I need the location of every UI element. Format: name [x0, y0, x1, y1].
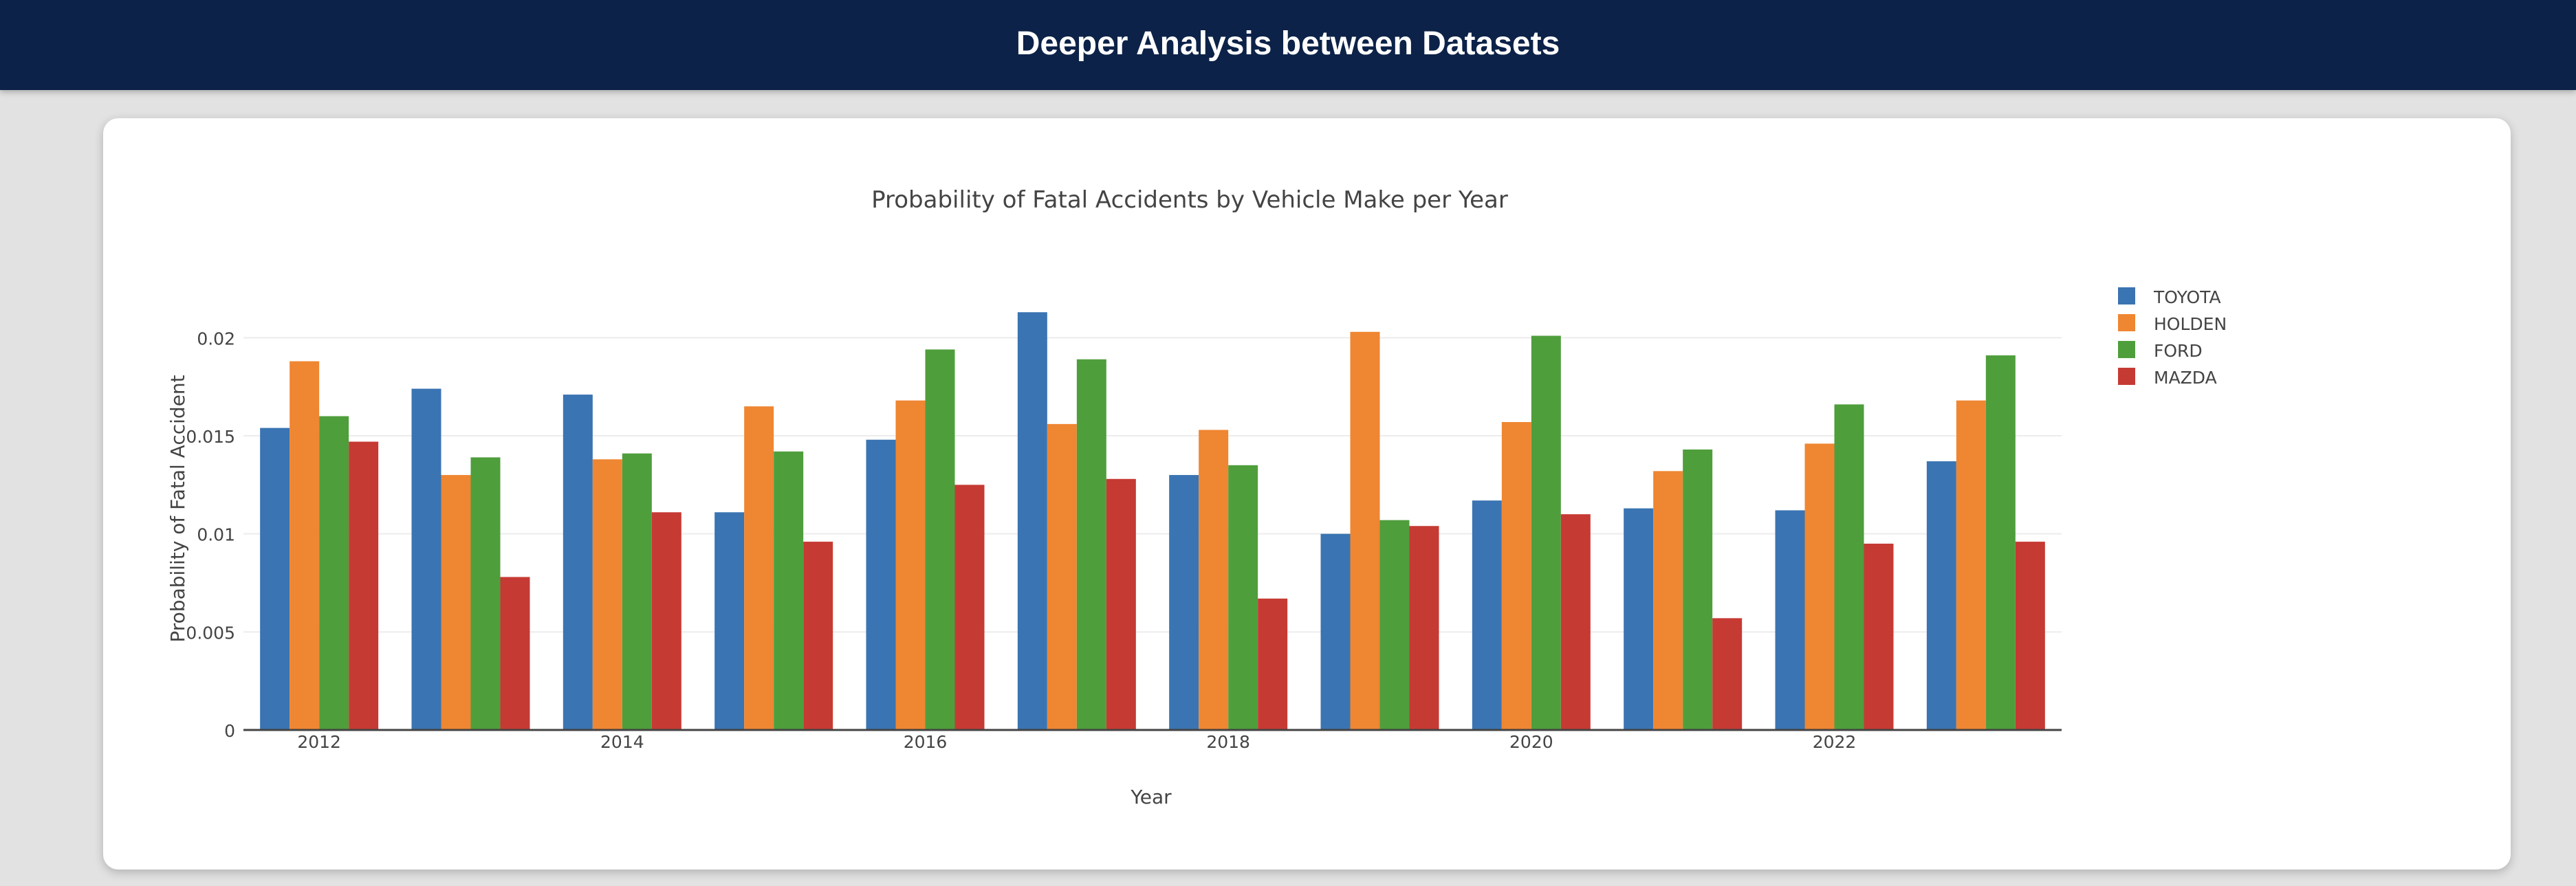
bar-ford-2018[interactable]: [1228, 465, 1258, 730]
bar-holden-2019[interactable]: [1350, 331, 1380, 731]
legend-swatch-mazda[interactable]: [2118, 368, 2135, 385]
bar-ford-2023[interactable]: [1985, 355, 2016, 730]
bar-holden-2020[interactable]: [1501, 422, 1531, 730]
bar-ford-2022[interactable]: [1834, 404, 1864, 730]
page-title: Deeper Analysis between Datasets: [1016, 25, 1560, 62]
bar-mazda-2015[interactable]: [803, 542, 833, 730]
bar-toyota-2016[interactable]: [866, 439, 896, 730]
bar-ford-2015[interactable]: [774, 451, 804, 730]
bar-mazda-2014[interactable]: [651, 512, 681, 730]
bar-toyota-2020[interactable]: [1472, 500, 1502, 730]
bar-mazda-2019[interactable]: [1409, 526, 1439, 730]
bar-mazda-2023[interactable]: [2015, 542, 2045, 730]
bar-mazda-2021[interactable]: [1712, 618, 1743, 730]
y-tick-label: 0.015: [186, 427, 235, 447]
bar-toyota-2022[interactable]: [1775, 510, 1805, 730]
legend-swatch-holden[interactable]: [2118, 314, 2135, 331]
bar-ford-2021[interactable]: [1683, 449, 1713, 730]
y-tick-label: 0.02: [197, 329, 235, 348]
bar-mazda-2012[interactable]: [349, 441, 379, 730]
legend-swatch-ford[interactable]: [2118, 341, 2135, 358]
legend[interactable]: TOYOTA HOLDEN FORD MAZDA: [2118, 287, 2227, 388]
bar-ford-2012[interactable]: [319, 416, 349, 730]
x-tick-label: 2022: [1813, 732, 1857, 752]
bar-toyota-2021[interactable]: [1624, 508, 1654, 730]
bar-holden-2018[interactable]: [1199, 430, 1229, 730]
bar-toyota-2012[interactable]: [260, 428, 290, 730]
bar-ford-2017[interactable]: [1076, 359, 1106, 730]
bar-toyota-2017[interactable]: [1017, 312, 1047, 730]
bars: [260, 312, 2045, 731]
bar-mazda-2016[interactable]: [954, 485, 985, 730]
x-tick-label: 2014: [600, 732, 644, 752]
legend-label-holden[interactable]: HOLDEN: [2154, 314, 2227, 334]
bar-toyota-2014[interactable]: [563, 395, 593, 730]
x-tick-label: 2016: [904, 732, 948, 752]
axes: 0 0.005 0.01 0.015 0.02 2012 2014 2016 2018 2020 2…: [186, 329, 2062, 752]
legend-label-mazda[interactable]: MAZDA: [2154, 368, 2217, 388]
bar-holden-2023[interactable]: [1956, 400, 1986, 730]
bar-toyota-2013[interactable]: [411, 388, 441, 730]
bar-mazda-2017[interactable]: [1106, 478, 1136, 730]
bar-mazda-2018[interactable]: [1258, 598, 1288, 730]
y-tick-label: 0.01: [197, 525, 235, 545]
y-tick-label: 0: [224, 721, 235, 741]
y-tick-label: 0.005: [186, 623, 235, 643]
x-tick-label: 2012: [297, 732, 341, 752]
bar-ford-2020[interactable]: [1531, 335, 1561, 731]
x-tick-label: 2020: [1509, 732, 1553, 752]
legend-label-ford[interactable]: FORD: [2154, 341, 2203, 361]
bar-holden-2016[interactable]: [895, 400, 926, 730]
bar-holden-2022[interactable]: [1804, 443, 1835, 730]
bar-mazda-2022[interactable]: [1864, 543, 1894, 730]
bar-toyota-2023[interactable]: [1926, 461, 1956, 730]
x-tick-label: 2018: [1206, 732, 1250, 752]
gridlines: [243, 337, 2062, 633]
bar-holden-2017[interactable]: [1047, 423, 1077, 730]
bar-chart: Probability of Fatal Accidents by Vehicl…: [166, 186, 2227, 808]
bar-ford-2016[interactable]: [925, 349, 955, 730]
bar-toyota-2019[interactable]: [1320, 533, 1351, 730]
bar-holden-2021[interactable]: [1653, 471, 1683, 730]
bar-holden-2015[interactable]: [744, 406, 774, 730]
bar-ford-2019[interactable]: [1379, 520, 1410, 730]
y-axis-title: Probability of Fatal Accident: [166, 375, 189, 642]
bar-toyota-2015[interactable]: [714, 512, 745, 730]
bar-holden-2014[interactable]: [592, 459, 622, 730]
chart-card: Probability of Fatal Accidents by Vehicl…: [103, 118, 2511, 870]
x-axis-title: Year: [1130, 786, 1172, 808]
bar-holden-2013[interactable]: [441, 475, 471, 730]
legend-label-toyota[interactable]: TOYOTA: [2153, 287, 2221, 307]
bar-mazda-2013[interactable]: [500, 577, 530, 730]
bar-toyota-2018[interactable]: [1169, 475, 1199, 730]
bar-ford-2013[interactable]: [470, 457, 501, 730]
chart-title: Probability of Fatal Accidents by Vehicl…: [871, 186, 1508, 214]
bar-holden-2012[interactable]: [290, 361, 320, 730]
bar-mazda-2020[interactable]: [1560, 514, 1591, 730]
legend-swatch-toyota[interactable]: [2118, 287, 2135, 304]
bar-ford-2014[interactable]: [622, 453, 652, 730]
header-bar: Deeper Analysis between Datasets: [0, 0, 2576, 90]
